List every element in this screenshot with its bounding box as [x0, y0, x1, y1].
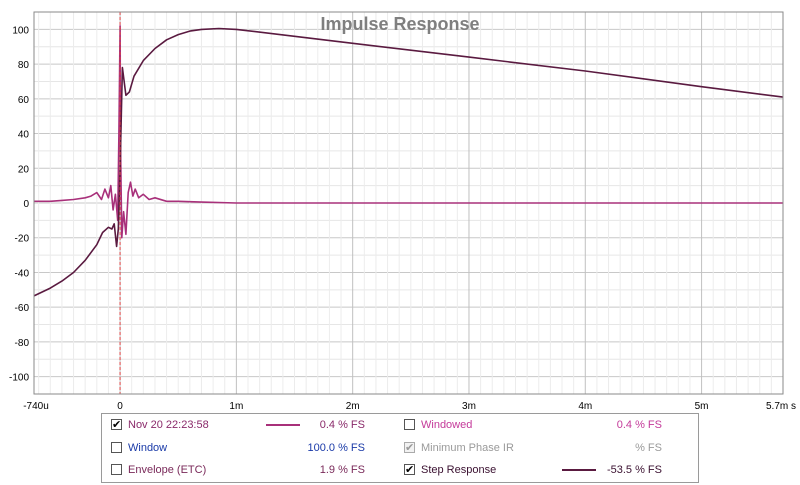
step-response-line [33, 27, 784, 297]
y-tick-label: 20 [18, 164, 30, 175]
legend-value: % FS [635, 442, 662, 454]
legend-item-window[interactable]: Window 100.0 % FS [111, 440, 371, 456]
legend-value: 100.0 % FS [307, 442, 365, 454]
x-tick-label: 5.7m s [766, 401, 796, 410]
window-checkbox[interactable] [111, 442, 122, 453]
y-tick-label: -20 [15, 234, 30, 245]
legend-swatch [266, 424, 300, 426]
y-tick-label: -60 [15, 303, 30, 314]
chart-title: Impulse Response [320, 14, 479, 34]
x-tick-label: 2m [346, 401, 360, 410]
x-tick-label: -740u [23, 401, 49, 410]
y-tick-label: 60 [18, 95, 30, 106]
legend-label: Windowed [421, 419, 473, 431]
legend-label: Envelope (ETC) [128, 464, 207, 476]
y-tick-label: -100 [9, 373, 29, 384]
legend-panel: ✔ Nov 20 22:23:58 0.4 % FS Window 100.0 … [101, 413, 699, 483]
y-tick-label: -80 [15, 338, 30, 349]
legend-item-minimum-phase[interactable]: ✔ Minimum Phase IR % FS [404, 440, 664, 456]
step-response-checkbox[interactable]: ✔ [404, 463, 415, 476]
windowed-checkbox[interactable] [404, 419, 415, 430]
x-tick-label: 5m [695, 401, 709, 410]
legend-item-measurement[interactable]: ✔ Nov 20 22:23:58 0.4 % FS [111, 417, 371, 433]
minimum-phase-checkbox[interactable]: ✔ [404, 441, 415, 454]
impulse-response-chart[interactable]: 100 80 60 40 20 0 -20 -40 -60 -80 -100 -740u 0 1m 2m 3… [0, 0, 800, 410]
y-tick-label: 40 [18, 130, 30, 141]
y-tick-label: 0 [23, 199, 29, 210]
x-tick-label: 0 [117, 401, 123, 410]
legend-item-windowed[interactable]: Windowed 0.4 % FS [404, 417, 664, 433]
x-tick-label: 1m [229, 401, 243, 410]
measurement-checkbox[interactable]: ✔ [111, 418, 122, 431]
legend-label: Window [128, 442, 168, 454]
legend-value: 0.4 % FS [319, 419, 365, 431]
envelope-checkbox[interactable] [111, 464, 122, 475]
legend-label: Nov 20 22:23:58 [128, 419, 209, 431]
x-tick-label: 4m [578, 401, 592, 410]
legend-item-envelope[interactable]: Envelope (ETC) 1.9 % FS [111, 462, 371, 478]
x-tick-label: 3m [462, 401, 476, 410]
y-tick-label: 100 [12, 25, 29, 36]
legend-item-step-response[interactable]: ✔ Step Response -53.5 % FS [404, 462, 664, 478]
plot-series [33, 25, 784, 297]
legend-label: Minimum Phase IR [421, 442, 514, 454]
legend-label: Step Response [421, 464, 497, 476]
y-axis: 100 80 60 40 20 0 -20 -40 -60 -80 -100 [9, 25, 29, 383]
x-axis: -740u 0 1m 2m 3m 4m 5m 5.7m s [23, 401, 796, 410]
y-tick-label: 80 [18, 60, 30, 71]
legend-value: 1.9 % FS [319, 464, 365, 476]
y-tick-label: -40 [15, 268, 30, 279]
legend-value: -53.5 % FS [606, 464, 662, 476]
plot-frame [33, 11, 784, 395]
legend-swatch [562, 469, 596, 471]
legend-value: 0.4 % FS [616, 419, 662, 431]
impulse-response-line [34, 25, 783, 239]
